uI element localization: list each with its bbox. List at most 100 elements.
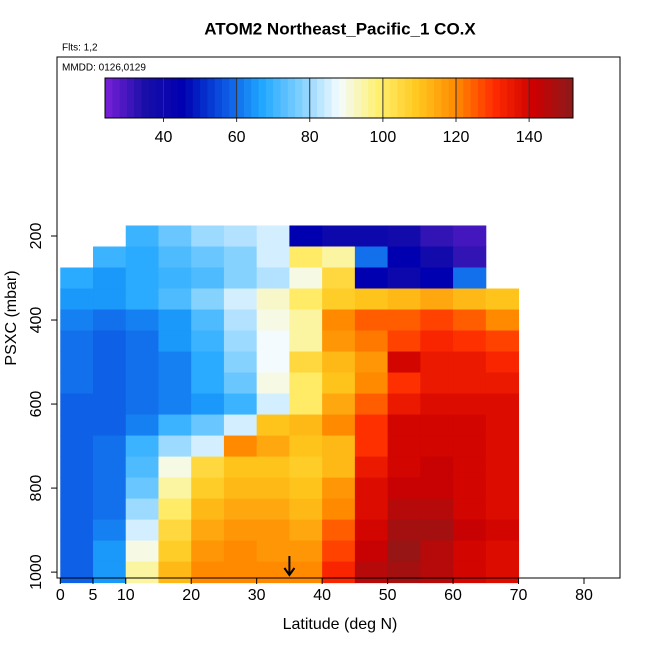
colorbar-segment — [302, 78, 311, 118]
colorbar-segment — [426, 78, 435, 118]
x-tick-label: 20 — [182, 587, 200, 604]
heat-cell — [223, 267, 258, 290]
heat-cell — [485, 498, 520, 521]
heat-cell — [387, 267, 421, 290]
colorbar-segment — [192, 78, 201, 118]
heat-cell — [223, 477, 258, 500]
heat-cell — [387, 414, 421, 437]
heat-cell — [158, 372, 192, 395]
x-tick-label: 0 — [56, 587, 65, 604]
y-axis-label: PSXC (mbar) — [3, 270, 20, 365]
heat-cell — [420, 288, 454, 311]
y-tick-label: 200 — [28, 223, 45, 250]
heat-cell — [387, 393, 421, 416]
heat-cell — [420, 477, 454, 500]
heat-cell — [453, 288, 487, 311]
heat-cell — [60, 435, 94, 458]
heat-cell — [93, 288, 127, 311]
x-tick-label: 40 — [313, 587, 331, 604]
heat-cell — [93, 435, 127, 458]
heat-cell — [289, 414, 323, 437]
colorbar-segment — [551, 78, 559, 118]
heat-cell — [191, 519, 225, 542]
heat-cell — [191, 246, 225, 269]
heat-cell — [289, 540, 323, 563]
colorbar-segment — [565, 78, 574, 118]
heat-cell — [125, 393, 159, 416]
heat-cell — [354, 498, 389, 521]
colorbar-segment — [412, 78, 420, 118]
colorbar-segment — [222, 78, 230, 118]
heat-cell — [158, 330, 192, 353]
heat-cell — [420, 309, 454, 332]
colorbar-segment — [331, 78, 340, 118]
heat-cell — [289, 372, 323, 395]
heat-cell — [485, 435, 520, 458]
heat-cell — [223, 372, 258, 395]
heat-cell — [60, 267, 94, 290]
heat-cell — [223, 540, 258, 563]
heat-cell — [93, 498, 127, 521]
y-tick-label: 400 — [28, 307, 45, 334]
heat-cell — [256, 393, 290, 416]
heat-cell — [387, 540, 421, 563]
y-tick-label: 1000 — [28, 554, 45, 590]
heat-cell — [354, 456, 389, 479]
heat-cell — [420, 540, 454, 563]
colorbar-segment — [507, 78, 515, 118]
heat-cell — [453, 456, 487, 479]
colorbar-segment — [185, 78, 194, 118]
heat-cell — [125, 540, 159, 563]
heat-cell — [60, 456, 94, 479]
heat-cell — [223, 393, 258, 416]
colorbar-segment — [477, 78, 486, 118]
heat-cell — [158, 477, 192, 500]
heat-cell — [93, 477, 127, 500]
heat-cell — [256, 372, 290, 395]
heat-cell — [60, 561, 94, 584]
y-tick-label: 800 — [28, 475, 45, 502]
heat-cell — [223, 246, 258, 269]
colorbar-segment — [251, 78, 260, 118]
heat-cell — [289, 288, 323, 311]
heat-cell — [191, 225, 225, 247]
heat-cell — [453, 540, 487, 563]
heat-cell — [125, 309, 159, 332]
heat-cell — [387, 477, 421, 500]
heat-cell — [485, 351, 520, 374]
colorbar-segment — [148, 78, 157, 118]
heat-cell — [322, 225, 356, 247]
heat-cell — [420, 225, 454, 247]
colorbar-segment — [346, 78, 355, 118]
colorbar-segment — [141, 78, 150, 118]
heat-cell — [191, 435, 225, 458]
heat-cell — [322, 351, 356, 374]
heat-cell — [191, 267, 225, 290]
heat-cell — [223, 309, 258, 332]
heat-cell — [453, 330, 487, 353]
heat-cell — [256, 435, 290, 458]
heat-cell — [125, 498, 159, 521]
colorbar-segment — [339, 78, 347, 118]
x-axis-label: Latitude (deg N) — [283, 616, 398, 633]
x-tick-label: 10 — [117, 587, 135, 604]
heat-cell — [354, 435, 389, 458]
heat-cell — [158, 519, 192, 542]
heat-cell — [322, 330, 356, 353]
colorbar-segment — [397, 78, 406, 118]
heat-cell — [93, 351, 127, 374]
colorbar-segment — [105, 78, 113, 118]
heat-cell — [158, 540, 192, 563]
heat-cell — [289, 351, 323, 374]
heat-cell — [289, 330, 323, 353]
heat-cell — [60, 519, 94, 542]
colorbar-segment — [536, 78, 545, 118]
heat-cell — [453, 498, 487, 521]
heat-cell — [60, 414, 94, 437]
heat-cell — [125, 372, 159, 395]
heat-cell — [158, 498, 192, 521]
colorbar-segment — [558, 78, 567, 118]
colorbar-segment — [229, 78, 238, 118]
heat-cell — [453, 561, 487, 584]
heat-cell — [485, 456, 520, 479]
